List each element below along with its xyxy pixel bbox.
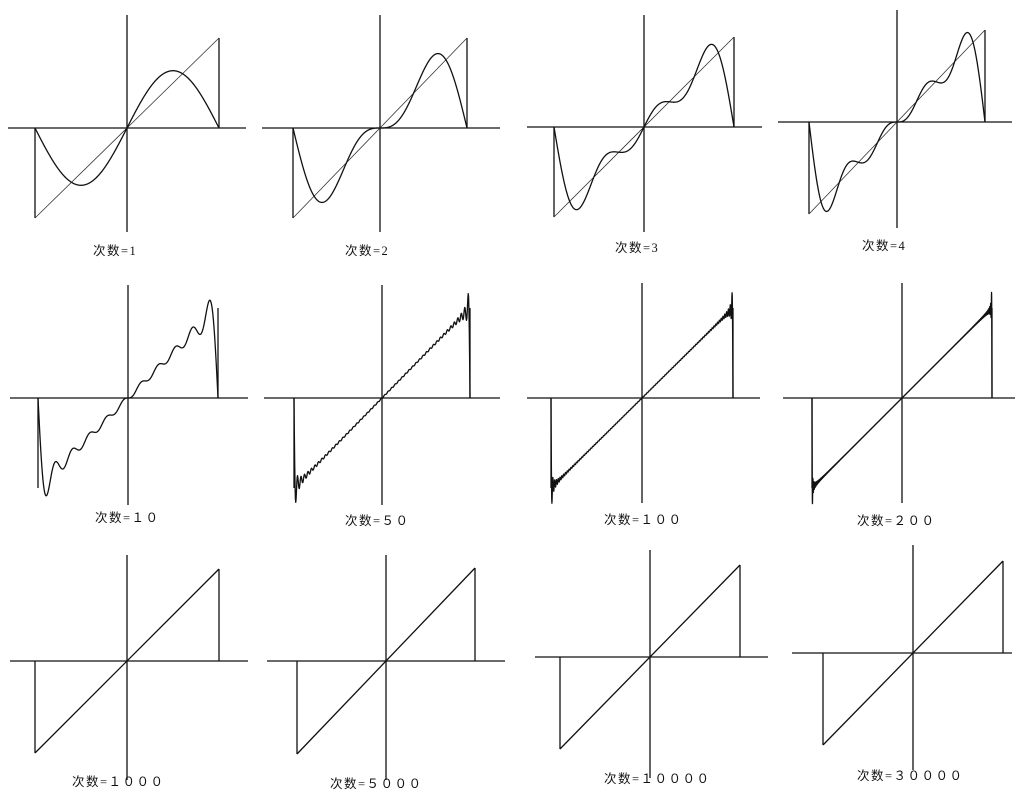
partial-sum-curve [550,292,734,504]
panel-caption: 次数=５０ [345,513,410,528]
partial-sum-curve [293,293,471,503]
partial-sum-curve [292,52,468,204]
partial-sum-curve [553,43,735,211]
panel-6: 次数=５０ [264,285,500,528]
panel-3: 次数=3 [527,15,762,255]
panel-7: 次数=１００ [527,283,760,527]
panel-caption: 次数=１００００ [604,771,711,786]
panel-1: 次数=1 [8,15,246,258]
partial-sum-curve [34,568,220,754]
panel-caption: 次数=２００ [857,513,936,528]
partial-sum-curve [37,299,219,497]
panel-5: 次数=１０ [10,285,248,525]
partial-sum-curve [822,560,1004,746]
panel-12: 次数=３００００ [792,545,1012,783]
panel-11: 次数=１００００ [535,550,768,786]
panel-caption: 次数=１０ [95,510,160,525]
panel-caption: 次数=１００ [604,512,683,527]
panel-caption: 次数=2 [345,243,389,258]
panel-caption: 次数=1 [93,243,137,258]
panel-2: 次数=2 [262,15,500,258]
panel-caption: 次数=3 [615,240,659,255]
panel-caption: 次数=4 [862,238,906,253]
partial-sum-curve [559,564,741,750]
panel-10: 次数=５０００ [267,555,505,791]
panel-9: 次数=１０００ [10,555,248,789]
panel-4: 次数=4 [778,10,1012,253]
partial-sum-curve [811,291,993,505]
panel-caption: 次数=３００００ [857,768,964,783]
partial-sum-curve [808,31,986,213]
panel-caption: 次数=１０００ [72,774,165,789]
partial-sum-curve [296,567,476,755]
partial-sum-curve [34,70,220,186]
panel-caption: 次数=５０００ [330,776,423,791]
panel-8: 次数=２００ [783,283,1015,528]
